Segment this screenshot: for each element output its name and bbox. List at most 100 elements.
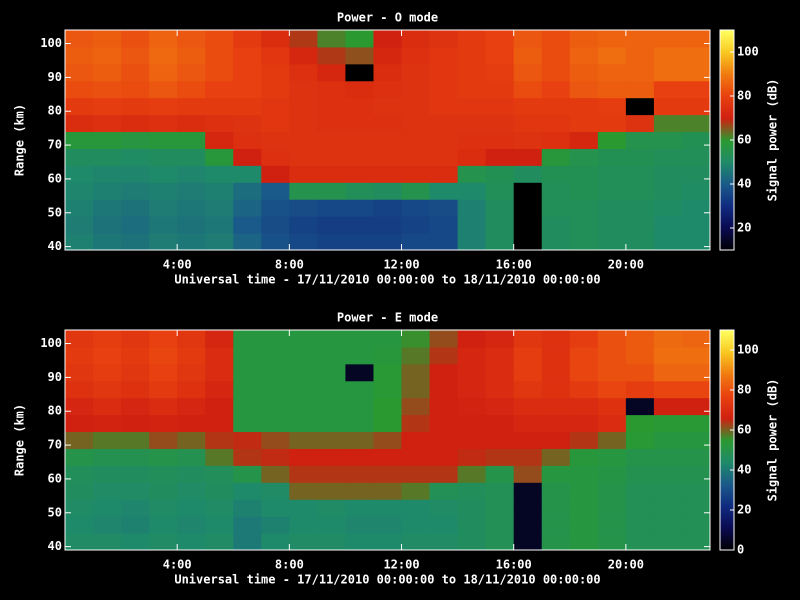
- heat-cell: [569, 30, 599, 48]
- heat-cell: [205, 97, 234, 116]
- heat-cell: [625, 482, 655, 500]
- colorbar-swatch: [720, 360, 734, 363]
- heat-cell: [205, 533, 234, 551]
- heat-cell: [401, 80, 431, 99]
- heat-cell: [121, 131, 150, 149]
- heat-cell: [65, 114, 94, 133]
- heat-cell: [149, 533, 178, 551]
- heat-cell: [233, 165, 262, 183]
- heat-cell: [345, 380, 374, 399]
- colorbar-swatch: [720, 350, 734, 353]
- heat-cell: [205, 330, 234, 348]
- colorbar-swatch: [720, 116, 734, 119]
- heat-cell: [261, 199, 290, 217]
- heat-cell: [457, 114, 487, 133]
- heat-cell: [513, 182, 543, 200]
- heat-cell: [205, 199, 234, 217]
- heat-cell: [485, 97, 515, 116]
- colorbar-swatch: [720, 112, 734, 115]
- heat-cell: [261, 330, 290, 348]
- heat-cell: [317, 80, 346, 99]
- heat-cell: [429, 97, 459, 116]
- y-tick-label: 70: [48, 438, 62, 452]
- heat-cell: [205, 63, 234, 82]
- colorbar-swatch: [720, 442, 734, 445]
- colorbar-swatch: [720, 144, 734, 147]
- colorbar-swatch: [720, 70, 734, 73]
- heat-cell: [513, 330, 543, 348]
- heat-cell: [401, 182, 431, 200]
- heat-cell: [317, 131, 346, 149]
- heat-cell: [261, 414, 290, 433]
- colorbar-tick-label: 0: [737, 543, 744, 557]
- heat-cell: [177, 216, 206, 234]
- heat-cell: [457, 363, 487, 382]
- colorbar-swatch: [720, 248, 734, 251]
- colorbar-swatch: [720, 220, 734, 223]
- heat-cell: [373, 148, 403, 166]
- heat-cell: [597, 165, 627, 183]
- heat-cell: [233, 46, 262, 65]
- y-tick-label: 90: [48, 70, 62, 84]
- heat-cell: [345, 414, 374, 433]
- heat-cell: [317, 30, 346, 48]
- heat-cell: [149, 97, 178, 116]
- heat-cell: [485, 380, 515, 399]
- heat-cell: [625, 182, 655, 200]
- heat-cell: [457, 397, 487, 416]
- heat-cell: [569, 533, 599, 551]
- heat-cell: [541, 465, 571, 483]
- heat-cell: [65, 414, 94, 433]
- colorbar-swatch: [720, 78, 734, 81]
- colorbar-swatch: [720, 492, 734, 495]
- colorbar-swatch: [720, 532, 734, 535]
- colorbar-swatch: [720, 354, 734, 357]
- y-tick-label: 90: [48, 370, 62, 384]
- heat-cell: [373, 363, 403, 382]
- heat-cell: [345, 148, 374, 166]
- heat-cell: [653, 516, 683, 534]
- heat-cell: [485, 465, 515, 483]
- heat-cell: [485, 148, 515, 166]
- colorbar-swatch: [720, 456, 734, 459]
- colorbar-swatch: [720, 98, 734, 101]
- heat-cell: [681, 114, 711, 133]
- heat-cell: [373, 182, 403, 200]
- heat-cell: [289, 182, 318, 200]
- heat-cell: [597, 199, 627, 217]
- y-tick-label: 40: [48, 239, 62, 253]
- heat-cell: [485, 431, 515, 449]
- heat-cell: [569, 380, 599, 399]
- heat-cell: [149, 216, 178, 234]
- heat-cell: [121, 397, 150, 416]
- colorbar-label: Signal power (dB): [766, 79, 780, 202]
- heat-cell: [177, 30, 206, 48]
- heat-cell: [289, 131, 318, 149]
- colorbar-tick-label: 60: [737, 133, 751, 147]
- heat-cell: [569, 97, 599, 116]
- heat-cell: [373, 533, 403, 551]
- heat-cell: [513, 30, 543, 48]
- heat-cell: [65, 397, 94, 416]
- heat-cell: [597, 482, 627, 500]
- heat-cell: [625, 380, 655, 399]
- heat-cell: [177, 199, 206, 217]
- colorbar-swatch: [720, 208, 734, 211]
- heat-cell: [653, 46, 683, 65]
- heat-cell: [177, 516, 206, 534]
- heat-cell: [457, 431, 487, 449]
- heat-cell: [597, 431, 627, 449]
- colorbar-swatch: [720, 224, 734, 227]
- heat-cell: [121, 97, 150, 116]
- heat-cell: [653, 414, 683, 433]
- colorbar-swatch: [720, 516, 734, 519]
- colorbar-swatch: [720, 90, 734, 93]
- heat-cell: [65, 516, 94, 534]
- heat-cell: [261, 516, 290, 534]
- heat-cell: [373, 380, 403, 399]
- colorbar-swatch: [720, 46, 734, 49]
- heat-cell: [233, 448, 262, 466]
- heat-cell: [65, 346, 94, 365]
- colorbar-swatch: [720, 500, 734, 503]
- heat-cell: [317, 165, 346, 183]
